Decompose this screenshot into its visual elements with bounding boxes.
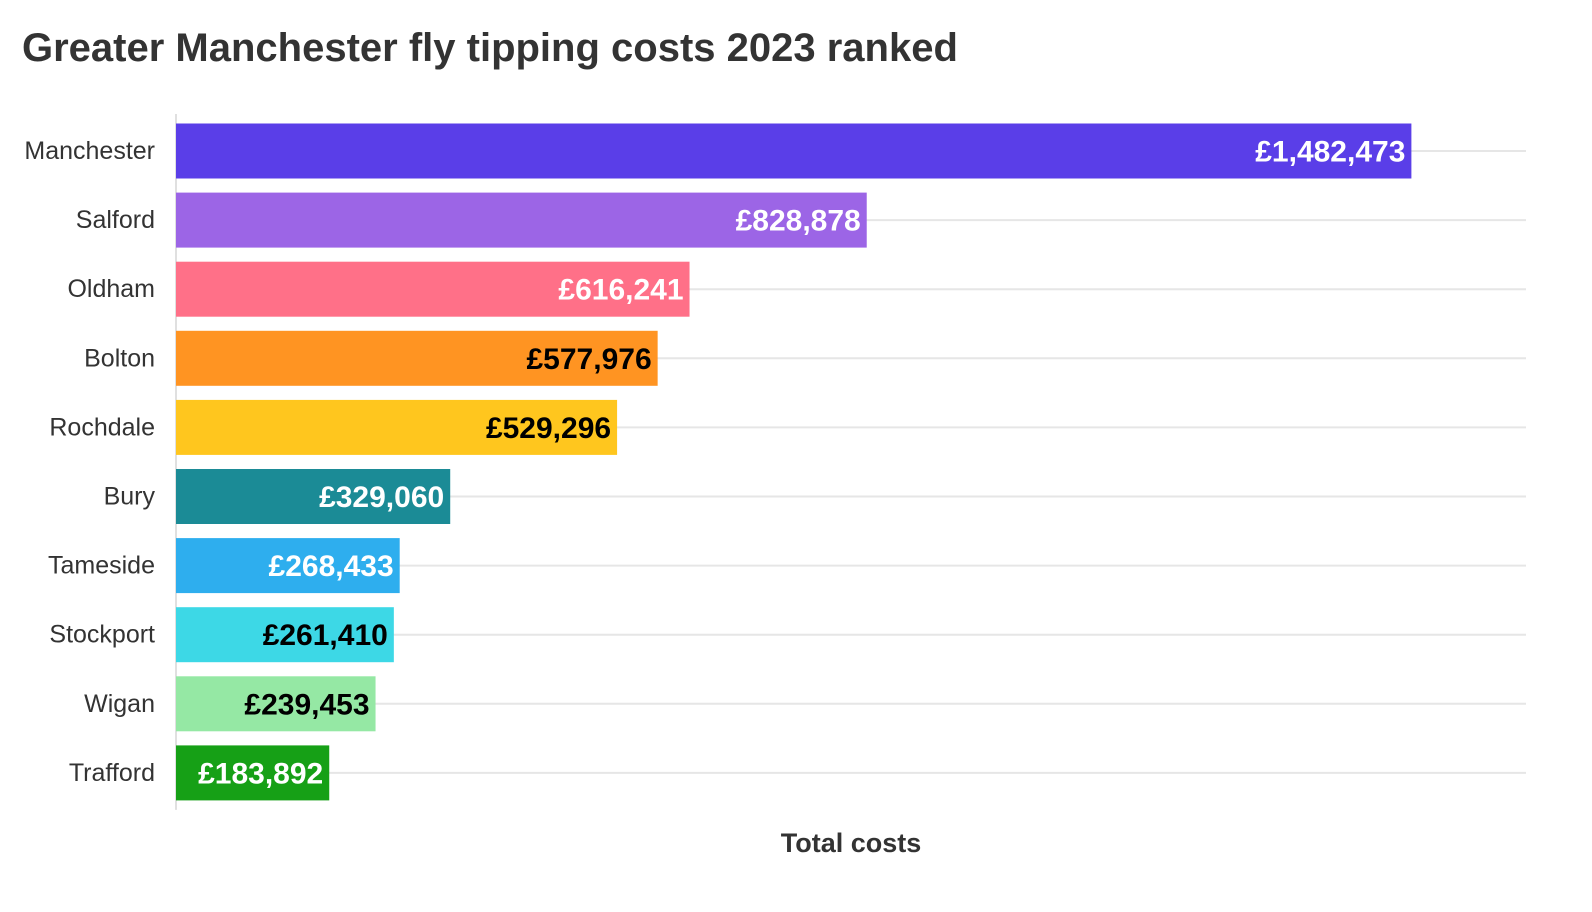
- bar-salford: [176, 192, 867, 248]
- bar-wigan: [176, 676, 376, 732]
- bars: [176, 123, 1412, 801]
- category-label-bury: Bury: [104, 483, 156, 511]
- chart-title: Greater Manchester fly tipping costs 202…: [22, 26, 958, 70]
- bar-oldham: [176, 261, 690, 317]
- bar-manchester: [176, 123, 1412, 179]
- value-label-stockport: £261,410: [263, 619, 388, 652]
- bar-bury: [176, 469, 451, 524]
- category-label-stockport: Stockport: [49, 621, 155, 649]
- category-labels: Manchester Salford Oldham Bolton Rochdale Bur…: [24, 137, 155, 787]
- category-label-oldham: Oldham: [67, 275, 155, 303]
- value-labels: £1,482,473 £828,878 £616,241 £577,976 £529,2…: [198, 136, 1405, 791]
- category-label-tameside: Tameside: [48, 552, 155, 580]
- value-label-tameside: £268,433: [269, 550, 394, 583]
- value-label-salford: £828,878: [736, 205, 861, 238]
- bar-trafford: [176, 745, 330, 801]
- value-label-bolton: £577,976: [527, 343, 652, 376]
- bar-bolton: [176, 330, 658, 386]
- category-label-wigan: Wigan: [84, 690, 155, 718]
- bar-tameside: [176, 538, 400, 594]
- value-label-manchester: £1,482,473: [1255, 136, 1405, 169]
- category-label-rochdale: Rochdale: [49, 413, 155, 441]
- x-axis-title: Total costs: [781, 828, 922, 858]
- value-label-rochdale: £529,296: [486, 412, 611, 445]
- value-label-oldham: £616,241: [558, 274, 683, 307]
- bar-rochdale: [176, 399, 618, 455]
- category-label-trafford: Trafford: [69, 759, 155, 787]
- category-label-bolton: Bolton: [84, 344, 155, 372]
- value-label-bury: £329,060: [319, 481, 444, 514]
- category-label-salford: Salford: [76, 206, 155, 234]
- value-label-trafford: £183,892: [198, 757, 323, 790]
- value-label-wigan: £239,453: [244, 688, 369, 721]
- bar-stockport: [176, 607, 394, 663]
- category-label-manchester: Manchester: [24, 137, 155, 165]
